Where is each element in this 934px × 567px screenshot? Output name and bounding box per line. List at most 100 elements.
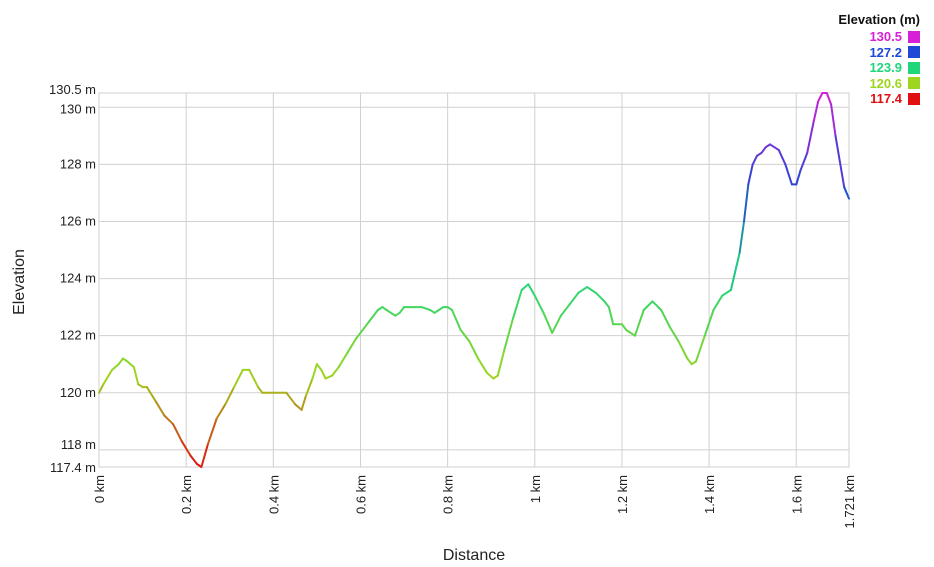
elevation-segment — [285, 391, 297, 406]
legend-entry: 120.6 — [838, 76, 920, 92]
elevation-segment — [603, 300, 610, 309]
x-tick-label: 0.8 km — [441, 475, 456, 514]
x-tick-label: 1.4 km — [702, 475, 717, 514]
elevation-segment — [300, 394, 307, 411]
elevation-segment — [180, 440, 192, 457]
elevation-segment — [668, 326, 680, 343]
x-tick-label: 0.6 km — [354, 475, 369, 514]
elevation-segment — [830, 103, 837, 137]
elevation-segment — [799, 152, 809, 172]
y-tick-label: 124 m — [60, 271, 96, 286]
elevation-segment — [154, 400, 166, 417]
elevation-segment — [769, 143, 780, 152]
elevation-segment — [712, 294, 724, 311]
legend-swatch — [908, 77, 920, 90]
elevation-segment — [520, 283, 530, 291]
x-tick-label: 0.2 km — [179, 475, 194, 514]
elevation-segment — [233, 368, 244, 389]
elevation-segment — [512, 289, 523, 320]
elevation-segment — [451, 309, 462, 331]
elevation-segment — [355, 331, 362, 340]
y-tick-label: 126 m — [60, 213, 96, 228]
elevation-segment — [577, 286, 589, 294]
elevation-segment — [738, 220, 745, 254]
elevation-segment — [817, 92, 824, 103]
elevation-segment — [324, 374, 334, 380]
elevation-segment — [806, 120, 815, 154]
elevation-segment — [385, 309, 397, 317]
elevation-segment — [248, 368, 260, 389]
y-tick-label: 118 m — [61, 437, 96, 452]
legend-swatch — [908, 30, 920, 43]
y-axis-label: Elevation — [11, 249, 28, 315]
elevation-segment — [594, 291, 606, 303]
elevation-segment — [677, 340, 689, 360]
elevation-segment — [294, 403, 303, 411]
x-tick-label: 1 km — [528, 475, 543, 503]
elevation-segment — [468, 340, 480, 360]
y-tick-label: 130 m — [60, 101, 96, 116]
elevation-segment — [111, 363, 120, 371]
x-axis-label: Distance — [443, 547, 505, 564]
legend-label: 120.6 — [869, 75, 902, 91]
elevation-segment — [607, 306, 615, 326]
elevation-line — [98, 92, 850, 468]
y-tick-label: 130.5 m — [49, 82, 96, 97]
x-tick-label: 0.4 km — [266, 475, 281, 514]
elevation-segment — [542, 311, 554, 334]
plot-frame — [98, 92, 850, 468]
elevation-segment — [503, 317, 514, 351]
elevation-segment — [533, 294, 545, 314]
elevation-segment — [812, 100, 820, 123]
elevation-segment — [215, 403, 227, 420]
elevation-segment — [496, 348, 506, 377]
elevation-segment — [315, 363, 323, 371]
x-tick-label: 1.6 km — [789, 475, 804, 514]
elevation-segment — [320, 368, 327, 380]
legend-swatch — [908, 92, 920, 105]
legend-entry: 117.4 — [838, 91, 920, 107]
elevation-segment — [634, 309, 645, 337]
elevation-segment — [686, 357, 693, 366]
y-axis-ticks: 117.4 m 118 m 120 m 122 m 124 m 126 m 128 m 130… — [49, 82, 96, 475]
elevation-segment — [98, 383, 105, 394]
elevation-segment — [651, 300, 663, 311]
elevation-segment — [420, 306, 432, 311]
elevation-segment — [305, 377, 314, 397]
elevation-segment — [760, 146, 767, 154]
elevation-segment — [777, 149, 787, 166]
elevation-segment — [527, 283, 536, 297]
elevation-segment — [189, 454, 199, 466]
elevation-segment — [311, 363, 318, 380]
elevation-segment — [257, 386, 264, 394]
y-tick-label: 128 m — [60, 156, 96, 171]
elevation-segment — [346, 337, 358, 354]
legend: Elevation (m) 130.5 127.2 123.9 120.6 117.4 — [838, 12, 920, 107]
elevation-segment — [145, 386, 157, 403]
elevation-segment — [621, 323, 628, 331]
y-tick-label: 120 m — [60, 385, 96, 400]
elevation-segment — [834, 134, 846, 189]
elevation-segment — [642, 300, 654, 311]
elevation-segment — [368, 309, 379, 323]
elevation-segment — [559, 303, 571, 317]
y-tick-label: 122 m — [60, 328, 96, 343]
legend-title: Elevation (m) — [838, 12, 920, 27]
elevation-segment — [206, 417, 218, 446]
elevation-segment — [172, 423, 183, 443]
legend-label: 117.4 — [870, 91, 902, 106]
elevation-segment — [459, 329, 471, 343]
elevation-segment — [729, 251, 741, 291]
elevation-segment — [721, 289, 732, 297]
elevation-segment — [695, 334, 706, 363]
elevation-segment — [200, 443, 209, 468]
legend-label: 123.9 — [869, 60, 902, 75]
elevation-segment — [825, 92, 833, 106]
elevation-segment — [477, 357, 488, 374]
legend-entries: 130.5 127.2 123.9 120.6 117.4 — [838, 29, 920, 107]
legend-entry: 130.5 — [838, 29, 920, 45]
elevation-segment — [703, 309, 715, 337]
elevation-segment — [795, 169, 802, 186]
elevation-segment — [359, 320, 371, 334]
elevation-segment — [126, 360, 135, 369]
